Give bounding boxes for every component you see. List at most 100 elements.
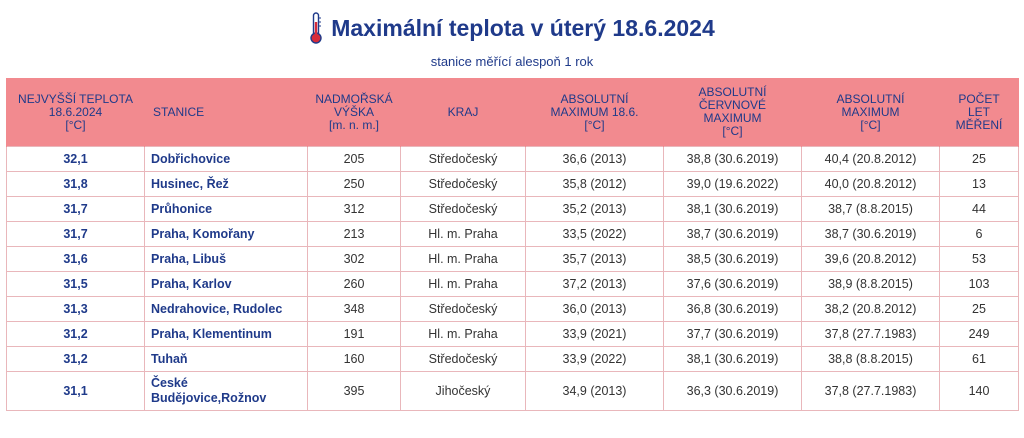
cell-max-temp: 32,1: [6, 146, 145, 172]
cell-station: Husinec, Řež: [144, 171, 308, 197]
cell-max-temp: 31,7: [6, 221, 145, 247]
cell-years: 13: [939, 171, 1019, 197]
cell-max-temp: 31,7: [6, 196, 145, 222]
cell-region: Hl. m. Praha: [400, 246, 526, 272]
cell-abs-max-june: 39,0 (19.6.2022): [663, 171, 802, 197]
cell-region: Středočeský: [400, 296, 526, 322]
column-header-altitude: NADMOŘSKÁ VÝŠKA [m. n. m.]: [307, 78, 401, 147]
cell-years: 140: [939, 371, 1019, 411]
thermometer-icon: [310, 12, 322, 44]
cell-region: Středočeský: [400, 346, 526, 372]
cell-altitude: 160: [307, 346, 401, 372]
cell-region: Hl. m. Praha: [400, 321, 526, 347]
cell-abs-max-june: 37,7 (30.6.2019): [663, 321, 802, 347]
cell-abs-max: 39,6 (20.8.2012): [801, 246, 940, 272]
column-header-abs-max-june: ABSOLUTNÍ ČERVNOVÉ MAXIMUM [°C]: [663, 78, 802, 147]
page-title: Maximální teplota v úterý 18.6.2024: [331, 14, 715, 41]
cell-altitude: 395: [307, 371, 401, 411]
cell-abs-max-june: 38,7 (30.6.2019): [663, 221, 802, 247]
column-header-years: POČET LET MĚŘENÍ: [939, 78, 1019, 147]
cell-max-temp: 31,1: [6, 371, 145, 411]
table-row: 31,8 Husinec, Řež 250 Středočeský 35,8 (2012…: [6, 171, 1019, 197]
table-row: 31,5 Praha, Karlov 260 Hl. m. Praha 37,2 (20…: [6, 271, 1019, 297]
column-header-station: STANICE: [144, 78, 308, 147]
title-row: Maximální teplota v úterý 18.6.2024: [0, 10, 1024, 46]
cell-abs-max-june: 36,3 (30.6.2019): [663, 371, 802, 411]
page-subtitle: stanice měřící alespoň 1 rok: [430, 54, 594, 69]
cell-max-temp: 31,3: [6, 296, 145, 322]
cell-station: Praha, Libuš: [144, 246, 308, 272]
cell-years: 25: [939, 296, 1019, 322]
cell-altitude: 302: [307, 246, 401, 272]
cell-abs-max: 40,0 (20.8.2012): [801, 171, 940, 197]
cell-altitude: 205: [307, 146, 401, 172]
cell-station: České Budějovice,Rožnov: [144, 371, 308, 411]
cell-station: Praha, Karlov: [144, 271, 308, 297]
cell-years: 249: [939, 321, 1019, 347]
cell-altitude: 191: [307, 321, 401, 347]
table-row: 31,1 České Budějovice,Rožnov 395 Jihočeský 3…: [6, 371, 1019, 411]
cell-region: Středočeský: [400, 146, 526, 172]
table-row: 31,3 Nedrahovice, Rudolec 348 Středočeský 36…: [6, 296, 1019, 322]
page-header: Maximální teplota v úterý 18.6.2024 stan…: [0, 10, 1024, 69]
cell-abs-max-june: 36,8 (30.6.2019): [663, 296, 802, 322]
temperature-table: NEJVYŠŠÍ TEPLOTA 18.6.2024 [°C] STANICE …: [6, 78, 1019, 411]
cell-max-temp: 31,2: [6, 346, 145, 372]
cell-max-temp: 31,8: [6, 171, 145, 197]
cell-years: 44: [939, 196, 1019, 222]
cell-years: 61: [939, 346, 1019, 372]
cell-abs-max-day: 33,9 (2021): [525, 321, 664, 347]
cell-years: 6: [939, 221, 1019, 247]
column-header-abs-max-day: ABSOLUTNÍ MAXIMUM 18.6. [°C]: [525, 78, 664, 147]
cell-abs-max-day: 37,2 (2013): [525, 271, 664, 297]
cell-abs-max-june: 38,1 (30.6.2019): [663, 346, 802, 372]
cell-abs-max: 37,8 (27.7.1983): [801, 321, 940, 347]
column-header-max-temp: NEJVYŠŠÍ TEPLOTA 18.6.2024 [°C]: [6, 78, 145, 147]
cell-max-temp: 31,6: [6, 246, 145, 272]
cell-abs-max-day: 33,9 (2022): [525, 346, 664, 372]
cell-abs-max-day: 34,9 (2013): [525, 371, 664, 411]
cell-abs-max-june: 38,5 (30.6.2019): [663, 246, 802, 272]
cell-abs-max-day: 33,5 (2022): [525, 221, 664, 247]
cell-station: Dobřichovice: [144, 146, 308, 172]
cell-abs-max-june: 38,8 (30.6.2019): [663, 146, 802, 172]
cell-years: 25: [939, 146, 1019, 172]
table-row: 31,2 Praha, Klementinum 191 Hl. m. Praha 33,…: [6, 321, 1019, 347]
cell-station: Průhonice: [144, 196, 308, 222]
cell-abs-max: 38,2 (20.8.2012): [801, 296, 940, 322]
cell-years: 53: [939, 246, 1019, 272]
cell-abs-max-day: 36,6 (2013): [525, 146, 664, 172]
cell-abs-max-day: 36,0 (2013): [525, 296, 664, 322]
cell-altitude: 260: [307, 271, 401, 297]
cell-station: Praha, Klementinum: [144, 321, 308, 347]
cell-abs-max: 38,7 (30.6.2019): [801, 221, 940, 247]
cell-abs-max: 38,9 (8.8.2015): [801, 271, 940, 297]
cell-max-temp: 31,2: [6, 321, 145, 347]
cell-region: Středočeský: [400, 171, 526, 197]
table-row: 31,6 Praha, Libuš 302 Hl. m. Praha 35,7 (201…: [6, 246, 1019, 272]
cell-abs-max-day: 35,2 (2013): [525, 196, 664, 222]
table-row: 31,7 Průhonice 312 Středočeský 35,2 (2013) 38…: [6, 196, 1019, 222]
cell-region: Hl. m. Praha: [400, 271, 526, 297]
table-header-row: NEJVYŠŠÍ TEPLOTA 18.6.2024 [°C] STANICE …: [6, 78, 1019, 147]
cell-abs-max: 37,8 (27.7.1983): [801, 371, 940, 411]
column-header-abs-max: ABSOLUTNÍ MAXIMUM [°C]: [801, 78, 940, 147]
table-row: 31,7 Praha, Komořany 213 Hl. m. Praha 33,5 (…: [6, 221, 1019, 247]
cell-years: 103: [939, 271, 1019, 297]
cell-altitude: 348: [307, 296, 401, 322]
cell-abs-max-june: 37,6 (30.6.2019): [663, 271, 802, 297]
cell-station: Nedrahovice, Rudolec: [144, 296, 308, 322]
cell-region: Jihočeský: [400, 371, 526, 411]
cell-region: Středočeský: [400, 196, 526, 222]
cell-max-temp: 31,5: [6, 271, 145, 297]
cell-altitude: 213: [307, 221, 401, 247]
cell-abs-max-day: 35,8 (2012): [525, 171, 664, 197]
cell-abs-max: 38,8 (8.8.2015): [801, 346, 940, 372]
table-row: 31,2 Tuhaň 160 Středočeský 33,9 (2022) 38,1 (…: [6, 346, 1019, 372]
cell-station: Tuhaň: [144, 346, 308, 372]
cell-abs-max: 40,4 (20.8.2012): [801, 146, 940, 172]
cell-abs-max-june: 38,1 (30.6.2019): [663, 196, 802, 222]
cell-altitude: 250: [307, 171, 401, 197]
cell-station: Praha, Komořany: [144, 221, 308, 247]
table-row: 32,1 Dobřichovice 205 Středočeský 36,6 (2013…: [6, 146, 1019, 172]
